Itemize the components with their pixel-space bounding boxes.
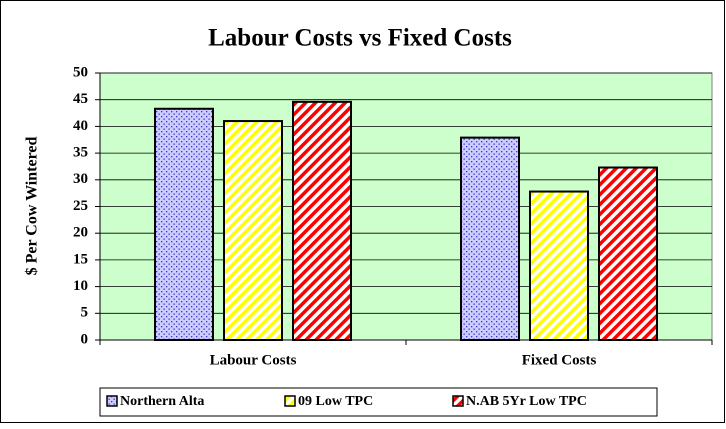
- x-tick-label: Labour Costs: [210, 352, 297, 368]
- y-tick-label: 5: [81, 305, 89, 321]
- chart-title: Labour Costs vs Fixed Costs: [208, 25, 512, 52]
- legend-label: Northern Alta: [120, 394, 204, 409]
- legend-label: N.AB 5Yr Low TPC: [466, 394, 587, 409]
- legend-label: 09 Low TPC: [298, 394, 373, 409]
- legend-box: [99, 387, 658, 417]
- y-tick-label: 40: [73, 118, 88, 134]
- y-tick-label: 10: [73, 278, 88, 294]
- bar: [223, 120, 283, 341]
- bar: [292, 100, 352, 341]
- y-tick-label: 30: [73, 171, 88, 187]
- x-tick-label: Fixed Costs: [522, 352, 597, 368]
- y-tick-label: 20: [73, 225, 88, 241]
- legend-swatch: [452, 395, 464, 407]
- y-tick-label: 45: [73, 91, 88, 107]
- y-tick-label: 0: [81, 331, 89, 347]
- bar: [460, 136, 520, 341]
- y-axis-label: $ Per Cow Wintered: [24, 137, 41, 276]
- bar: [154, 107, 214, 341]
- y-tick-label: 25: [73, 198, 88, 214]
- bar: [529, 190, 589, 341]
- y-tick-label: 35: [73, 145, 88, 161]
- y-tick-label: 50: [73, 64, 88, 80]
- bar: [598, 166, 658, 341]
- y-tick-label: 15: [73, 251, 88, 267]
- legend-swatch: [106, 395, 118, 407]
- legend-swatch: [284, 395, 296, 407]
